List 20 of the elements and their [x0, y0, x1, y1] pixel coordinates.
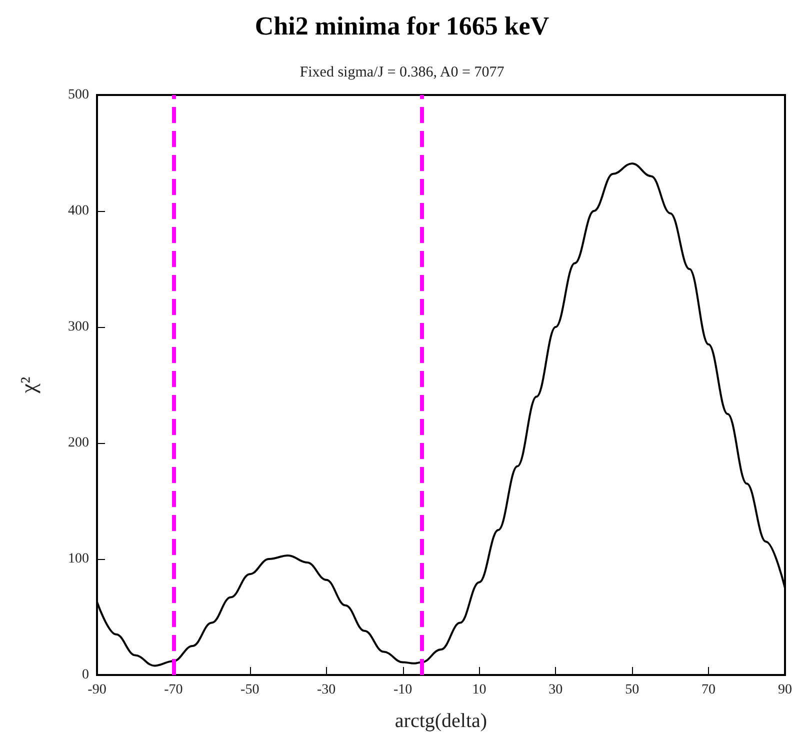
chart-subtitle: Fixed sigma/J = 0.386, A0 = 7077	[300, 64, 505, 80]
x-tick-label: 50	[625, 682, 640, 698]
y-tick-label: 500	[68, 88, 89, 102]
x-tick-label: 30	[548, 682, 563, 698]
x-tick-label: -70	[164, 682, 183, 698]
x-axis-title: arctg(delta)	[394, 710, 488, 732]
x-tick-label: -30	[316, 682, 336, 698]
chart-title: Chi2 minima for 1665 keV	[254, 12, 550, 40]
x-tick-label: -50	[240, 682, 260, 698]
y-tick-label: 200	[68, 436, 89, 450]
x-tick-label: -10	[393, 682, 412, 698]
y-tick-label: 400	[68, 204, 89, 218]
y-tick-label: 0	[82, 668, 89, 682]
x-tick-label: 90	[778, 682, 792, 698]
x-tick-label: -90	[88, 682, 106, 698]
x-tick-label: 70	[702, 682, 716, 698]
y-tick-label: 100	[68, 552, 89, 566]
y-tick-label: 300	[68, 320, 89, 334]
y-axis-title: χ²	[16, 376, 40, 394]
x-tick-label: 10	[472, 682, 486, 698]
